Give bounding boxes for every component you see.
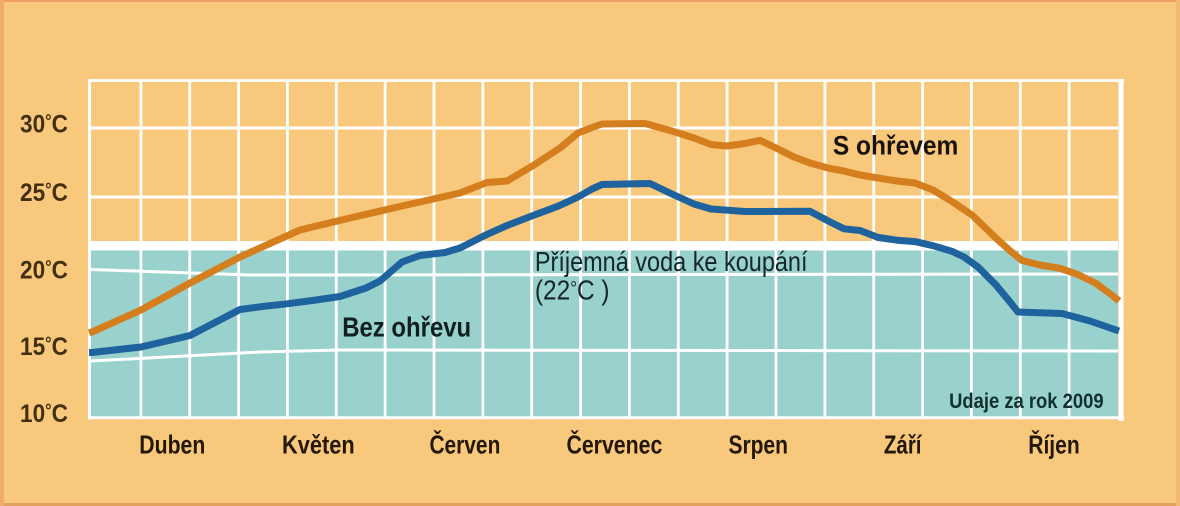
svg-text:Květen: Květen bbox=[282, 430, 355, 460]
svg-text:Říjen: Říjen bbox=[1028, 430, 1080, 460]
svg-text:Září: Září bbox=[884, 430, 922, 460]
svg-text:Udaje za rok 2009: Udaje za rok 2009 bbox=[949, 389, 1104, 413]
svg-text:Duben: Duben bbox=[139, 430, 205, 460]
svg-text:Příjemná voda ke koupání: Příjemná voda ke koupání bbox=[535, 246, 808, 277]
svg-text:Červenec: Červenec bbox=[566, 430, 662, 460]
svg-text:20°C: 20°C bbox=[20, 257, 68, 285]
svg-text:30°C: 30°C bbox=[20, 111, 68, 139]
svg-text:S ohřevem: S ohřevem bbox=[833, 131, 958, 161]
svg-text:25°C: 25°C bbox=[20, 179, 68, 207]
svg-text:Srpen: Srpen bbox=[728, 430, 788, 460]
svg-text:15°C: 15°C bbox=[20, 333, 68, 361]
svg-text:10°C: 10°C bbox=[20, 400, 68, 428]
svg-text:Bez ohřevu: Bez ohřevu bbox=[342, 312, 471, 343]
svg-text:Červen: Červen bbox=[429, 430, 500, 460]
